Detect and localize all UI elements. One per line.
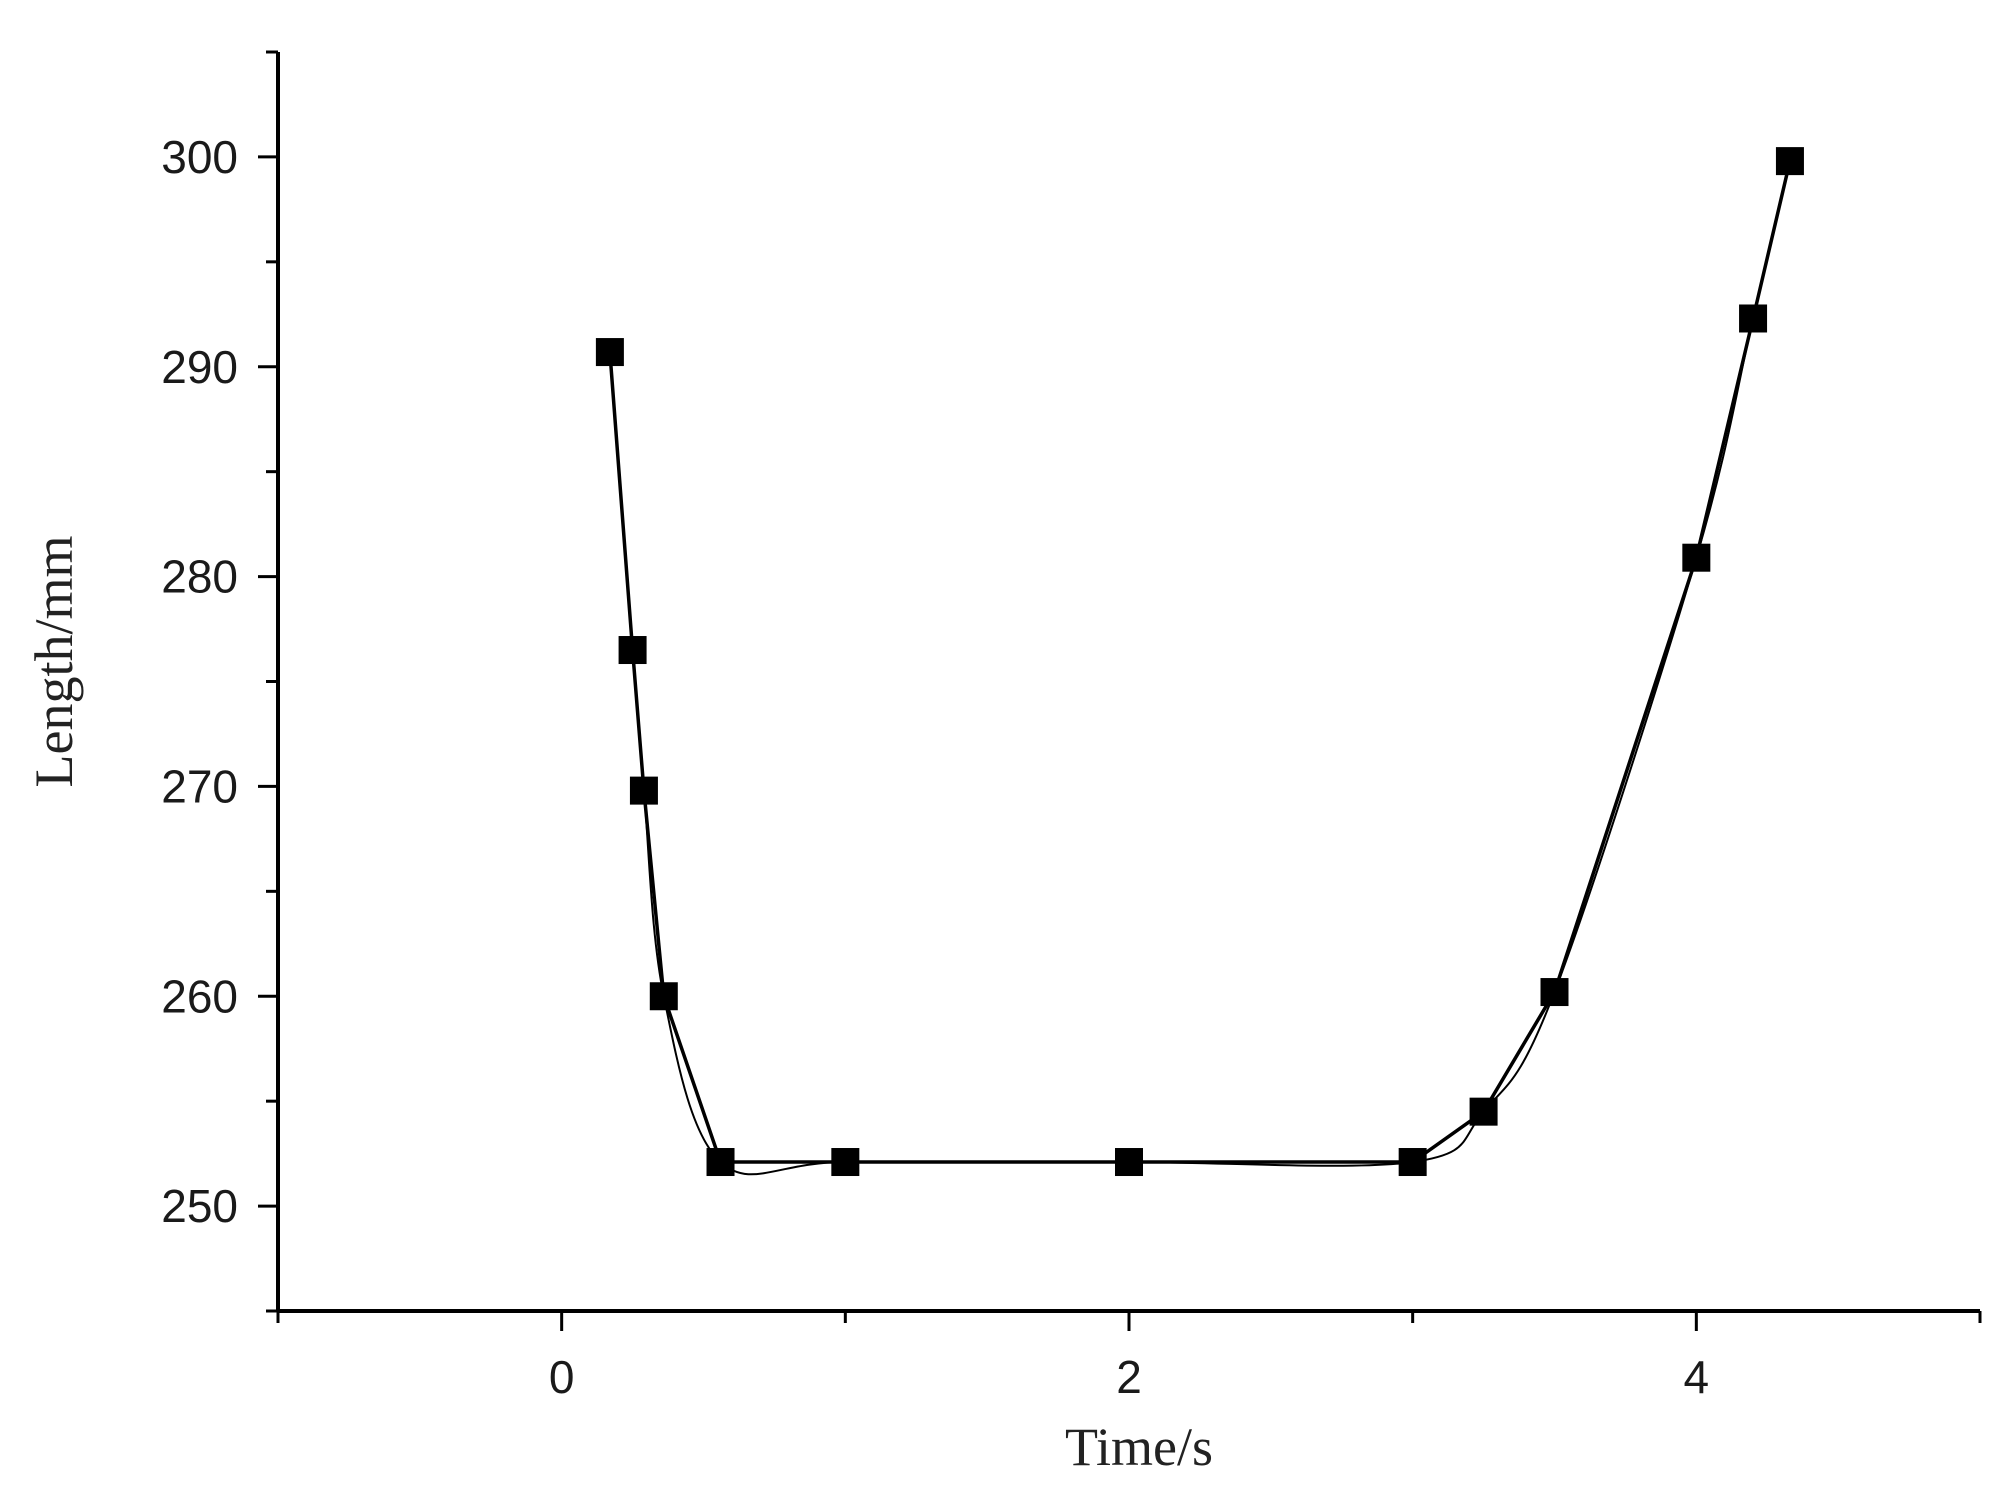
- series-0-connect-line: [608, 160, 1792, 1164]
- y-tick-label-270: 270: [161, 760, 238, 812]
- data-point-1: [618, 636, 647, 665]
- marker-layer: [595, 147, 1804, 1177]
- data-point-2: [629, 776, 658, 805]
- data-point-5: [831, 1148, 860, 1177]
- x-tick-label-2: 2: [1116, 1351, 1142, 1403]
- data-point-3: [649, 982, 678, 1011]
- data-point-6: [1115, 1148, 1143, 1177]
- data-point-8: [1469, 1097, 1498, 1126]
- y-tick-label-280: 280: [161, 551, 238, 603]
- axes: 250 260 270 280 290 300 0 2 4: [161, 50, 1982, 1403]
- x-tick-label-0: 0: [549, 1351, 575, 1403]
- data-point-9: [1540, 978, 1569, 1007]
- series-0-fit-curve: [608, 160, 1791, 1176]
- data-point-12: [1775, 147, 1804, 176]
- curve-layer: [608, 160, 1792, 1176]
- data-point-10: [1682, 543, 1711, 572]
- data-point-7: [1398, 1148, 1427, 1177]
- x-axis-title: Time/s: [1065, 1417, 1213, 1477]
- x-tick-label-4: 4: [1684, 1351, 1710, 1403]
- data-point-0: [595, 338, 624, 367]
- y-tick-label-300: 300: [161, 131, 238, 183]
- data-point-11: [1739, 304, 1768, 333]
- y-axis-title: Length/mm: [24, 536, 84, 788]
- y-tick-label-290: 290: [161, 341, 238, 393]
- y-tick-label-250: 250: [161, 1180, 238, 1232]
- data-point-4: [706, 1148, 735, 1177]
- y-tick-label-260: 260: [161, 970, 238, 1022]
